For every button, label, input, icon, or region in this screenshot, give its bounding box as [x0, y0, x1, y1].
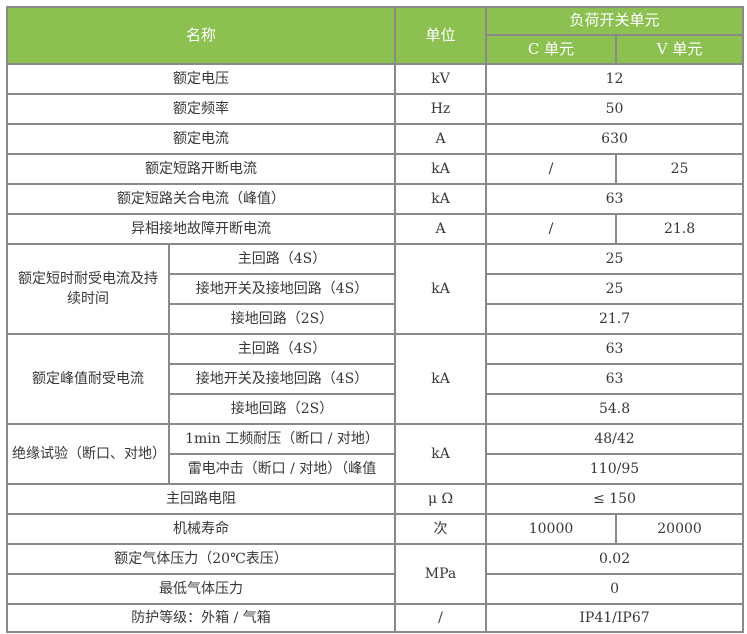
group-label: 额定峰值耐受电流	[6, 333, 170, 425]
row-label: 额定短路开断电流	[5, 153, 397, 185]
table-row-short-time-3: 接地回路（2S） 21.7	[7, 303, 745, 335]
table-row-rated-frequency: 额定频率 Hz 50	[5, 93, 745, 125]
table-row-insulation-1: 绝缘试验（断口、对地） 1min 工频耐压（断口 / 对地） kA 48/42	[6, 423, 745, 485]
value-cell: 25	[485, 273, 745, 305]
row-label: 最低气体压力	[5, 573, 397, 605]
table-row-rated-making: 额定短路关合电流（峰值） kA 63	[5, 183, 745, 215]
header-v-unit: V 单元	[615, 34, 745, 65]
table-row-peak-2: 接地开关及接地回路（4S） 63	[7, 363, 745, 395]
row-label: 额定气体压力（20℃表压）	[5, 543, 397, 575]
header-row-2: C 单元 V 单元	[7, 34, 745, 65]
sub-label: 主回路（4S）	[167, 333, 397, 365]
value-cell: 12	[485, 63, 745, 95]
unit-cell: 次	[394, 513, 488, 545]
sub-label: 接地回路（2S）	[167, 303, 397, 335]
sub-label: 雷电冲击（断口 / 对地）（峰值	[167, 453, 397, 485]
table-row-rated-current: 额定电流 A 630	[5, 123, 745, 155]
header-name: 名称	[5, 6, 397, 65]
value-cell: 50	[485, 93, 745, 125]
table-row-mechanical-life: 机械寿命 次 10000 20000	[5, 513, 745, 545]
header-c-unit: C 单元	[485, 34, 618, 65]
table-row-protection-grade: 防护等级：外箱 / 气箱 / IP41/IP67	[5, 603, 745, 633]
row-label: 额定电压	[5, 63, 397, 95]
table-row-short-time-1: 额定短时耐受电流及持续时间 主回路（4S） kA 25	[6, 243, 745, 335]
row-label: 防护等级：外箱 / 气箱	[5, 603, 397, 633]
value-cell: 48/42	[485, 423, 745, 455]
value-cell-v: 25	[615, 153, 745, 185]
group-label: 绝缘试验（断口、对地）	[6, 423, 170, 485]
unit-cell: A	[394, 123, 488, 155]
table-row-rated-breaking: 额定短路开断电流 kA / 25	[5, 153, 745, 185]
value-cell: 21.7	[485, 303, 745, 335]
sub-label: 主回路（4S）	[167, 243, 397, 275]
value-cell: 630	[485, 123, 745, 155]
value-cell: ≤ 150	[485, 483, 745, 515]
table-row-earth-fault-breaking: 异相接地故障开断电流 A / 21.8	[5, 213, 745, 245]
unit-cell: kA	[394, 423, 488, 485]
value-cell-c: /	[485, 213, 618, 245]
value-cell: 110/95	[485, 453, 745, 485]
table-row-min-gas-pressure: 最低气体压力 0	[5, 573, 745, 605]
value-cell-c: 10000	[485, 513, 618, 545]
sub-label: 接地开关及接地回路（4S）	[167, 273, 397, 305]
table-row-rated-gas-pressure: 额定气体压力（20℃表压） MPa 0.02	[5, 543, 745, 605]
value-cell: 25	[485, 243, 745, 275]
value-cell: 63	[485, 183, 745, 215]
unit-cell: kA	[394, 153, 488, 185]
table-row-short-time-2: 接地开关及接地回路（4S） 25	[7, 273, 745, 305]
table-row-peak-3: 接地回路（2S） 54.8	[7, 393, 745, 425]
unit-cell: kA	[394, 243, 488, 335]
unit-cell: μ Ω	[394, 483, 488, 515]
row-label: 额定电流	[5, 123, 397, 155]
row-label: 额定短路关合电流（峰值）	[5, 183, 397, 215]
table-row-insulation-2: 雷电冲击（断口 / 对地）（峰值 110/95	[7, 453, 745, 485]
value-cell: 63	[485, 333, 745, 365]
row-label: 额定频率	[5, 93, 397, 125]
row-label: 机械寿命	[5, 513, 397, 545]
header-row-1: 名称 单位 负荷开关单元	[5, 6, 745, 65]
value-cell: 63	[485, 363, 745, 395]
unit-cell: A	[394, 213, 488, 245]
table-row-main-circuit-resistance: 主回路电阻 μ Ω ≤ 150	[5, 483, 745, 515]
value-cell-c: /	[485, 153, 618, 185]
sub-label: 接地回路（2S）	[167, 393, 397, 425]
table-row-rated-voltage: 额定电压 kV 12	[5, 63, 745, 95]
sub-label: 1min 工频耐压（断口 / 对地）	[167, 423, 397, 455]
value-cell-v: 21.8	[615, 213, 745, 245]
value-cell: 0.02	[485, 543, 745, 575]
row-label: 主回路电阻	[5, 483, 397, 515]
row-label: 异相接地故障开断电流	[5, 213, 397, 245]
value-cell: 0	[485, 573, 745, 605]
spec-table: 名称 单位 负荷开关单元 C 单元 V 单元 额定电压 kV 12 额定频率 H…	[5, 6, 745, 633]
group-label: 额定短时耐受电流及持续时间	[6, 243, 170, 335]
value-cell-v: 20000	[615, 513, 745, 545]
value-cell: IP41/IP67	[485, 603, 745, 633]
header-group-load-switch-unit: 负荷开关单元	[485, 6, 745, 36]
table-row-peak-1: 额定峰值耐受电流 主回路（4S） kA 63	[6, 333, 745, 425]
unit-cell: kV	[394, 63, 488, 95]
sub-label: 接地开关及接地回路（4S）	[167, 363, 397, 395]
unit-cell: kA	[394, 183, 488, 215]
value-cell: 54.8	[485, 393, 745, 425]
unit-cell: /	[394, 603, 488, 633]
header-unit: 单位	[394, 6, 488, 65]
unit-cell: kA	[394, 333, 488, 425]
unit-cell: MPa	[394, 543, 488, 605]
unit-cell: Hz	[394, 93, 488, 125]
